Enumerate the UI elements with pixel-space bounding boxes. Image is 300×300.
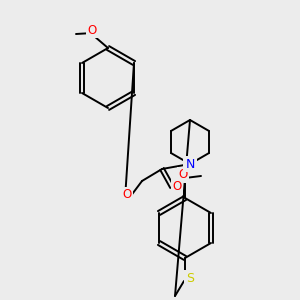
Text: S: S xyxy=(186,272,194,284)
Text: O: O xyxy=(178,169,188,182)
Text: O: O xyxy=(87,23,97,37)
Text: O: O xyxy=(172,181,182,194)
Text: N: N xyxy=(185,158,195,170)
Text: O: O xyxy=(122,188,132,202)
